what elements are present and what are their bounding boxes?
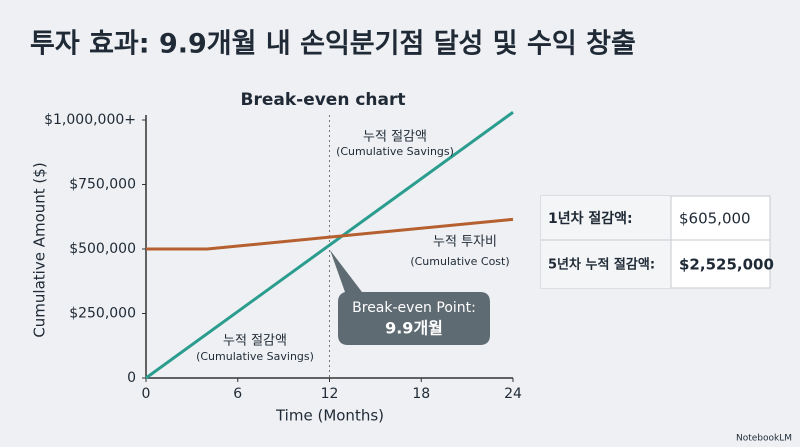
table-cell: 1년차 절감액:	[548, 210, 633, 227]
callout-text: Break-even Point:	[352, 300, 476, 316]
series-line	[146, 217, 514, 251]
callout-box	[330, 250, 490, 345]
annotation: 누적 절감액	[363, 130, 427, 145]
footer: NotebookLM	[736, 434, 792, 444]
callout-text: 9.9개월	[385, 319, 443, 338]
y-axis-label: Cumulative Amount ($)	[31, 162, 49, 337]
slide-title: 투자 효과: 9.9개월 내 손익분기점 달성 및 수익 창출	[30, 29, 636, 60]
y-tick-label: 0	[127, 370, 136, 386]
x-tick-label: 18	[412, 386, 430, 402]
x-tick-label: 24	[504, 386, 522, 402]
table-cell: $2,525,000	[679, 256, 774, 274]
x-axis-label: Time (Months)	[275, 407, 384, 425]
annotation: (Cumulative Cost)	[410, 255, 509, 268]
annotation: 누적 투자비	[433, 235, 497, 250]
table-cell: 5년차 누적 절감액:	[548, 257, 655, 273]
annotation: 누적 절감액	[223, 334, 287, 349]
annotation: (Cumulative Savings)	[196, 350, 314, 363]
x-tick-label: 0	[142, 386, 151, 402]
y-tick-label: $250,000	[69, 306, 136, 322]
x-tick-label: 6	[233, 386, 242, 402]
y-tick-label: $750,000	[69, 177, 136, 193]
y-tick-label: $500,000	[69, 241, 136, 257]
table-cell: $605,000	[679, 210, 751, 228]
annotation: (Cumulative Savings)	[336, 145, 454, 158]
chart-title: Break-even chart	[240, 90, 405, 110]
y-tick-label: $1,000,000+	[44, 112, 136, 128]
series-line	[145, 111, 514, 380]
x-tick-label: 12	[321, 386, 339, 402]
summary-table: 1년차 절감액: $605,000 5년차 누적 절감액: $2,525,000	[540, 195, 774, 289]
table-label-column	[541, 196, 671, 288]
